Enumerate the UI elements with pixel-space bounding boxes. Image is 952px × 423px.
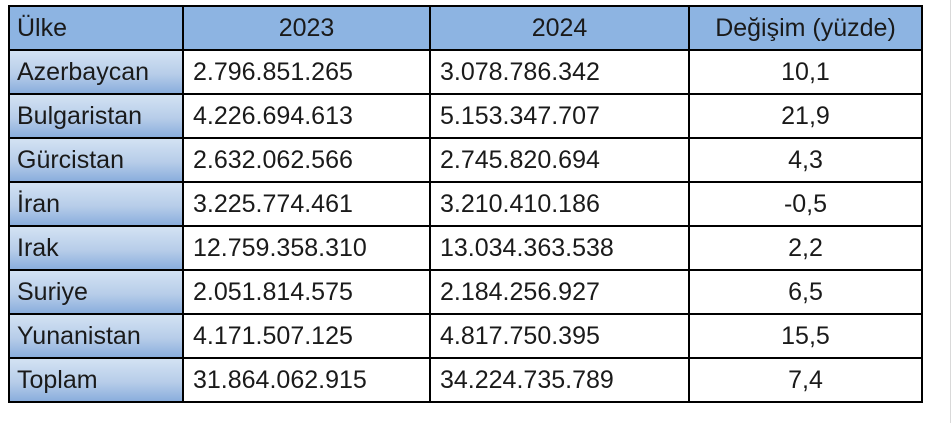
table-row: Azerbaycan 2.796.851.265 3.078.786.342 1… xyxy=(8,49,923,95)
table-row: Gürcistan 2.632.062.566 2.745.820.694 4,… xyxy=(8,137,923,183)
value-2023-cell: 2.796.851.265 xyxy=(182,49,431,95)
country-cell: Gürcistan xyxy=(8,137,184,183)
change-cell: 10,1 xyxy=(688,49,923,95)
country-cell: Yunanistan xyxy=(8,313,184,359)
change-cell: 6,5 xyxy=(688,269,923,315)
table-row: Yunanistan 4.171.507.125 4.817.750.395 1… xyxy=(8,313,923,359)
table-row: İran 3.225.774.461 3.210.410.186 -0,5 xyxy=(8,181,923,227)
value-2023-cell: 2.051.814.575 xyxy=(182,269,431,315)
change-cell: -0,5 xyxy=(688,181,923,227)
header-change: Değişim (yüzde) xyxy=(688,5,923,51)
change-cell: 21,9 xyxy=(688,93,923,139)
value-2023-cell: 3.225.774.461 xyxy=(182,181,431,227)
country-cell: Suriye xyxy=(8,269,184,315)
header-2024: 2024 xyxy=(429,5,690,51)
value-2024-cell: 3.210.410.186 xyxy=(429,181,690,227)
table-row: Suriye 2.051.814.575 2.184.256.927 6,5 xyxy=(8,269,923,315)
change-cell: 2,2 xyxy=(688,225,923,271)
value-2024-cell: 34.224.735.789 xyxy=(429,357,690,403)
value-2023-cell: 31.864.062.915 xyxy=(182,357,431,403)
table-row: Irak 12.759.358.310 13.034.363.538 2,2 xyxy=(8,225,923,271)
value-2024-cell: 4.817.750.395 xyxy=(429,313,690,359)
country-cell: İran xyxy=(8,181,184,227)
sheet-gridline xyxy=(950,0,951,423)
country-cell: Irak xyxy=(8,225,184,271)
value-2023-cell: 4.171.507.125 xyxy=(182,313,431,359)
table-row: Bulgaristan 4.226.694.613 5.153.347.707 … xyxy=(8,93,923,139)
change-cell: 7,4 xyxy=(688,357,923,403)
change-cell: 15,5 xyxy=(688,313,923,359)
value-2024-cell: 2.184.256.927 xyxy=(429,269,690,315)
country-cell: Toplam xyxy=(8,357,184,403)
value-2024-cell: 5.153.347.707 xyxy=(429,93,690,139)
value-2024-cell: 2.745.820.694 xyxy=(429,137,690,183)
value-2023-cell: 12.759.358.310 xyxy=(182,225,431,271)
country-comparison-table: Ülke 2023 2024 Değişim (yüzde) Azerbayca… xyxy=(8,5,923,403)
value-2024-cell: 13.034.363.538 xyxy=(429,225,690,271)
country-cell: Bulgaristan xyxy=(8,93,184,139)
header-country: Ülke xyxy=(8,5,184,51)
value-2023-cell: 4.226.694.613 xyxy=(182,93,431,139)
table-header-row: Ülke 2023 2024 Değişim (yüzde) xyxy=(8,5,923,51)
change-cell: 4,3 xyxy=(688,137,923,183)
value-2023-cell: 2.632.062.566 xyxy=(182,137,431,183)
header-2023: 2023 xyxy=(182,5,431,51)
country-cell: Azerbaycan xyxy=(8,49,184,95)
value-2024-cell: 3.078.786.342 xyxy=(429,49,690,95)
table-row: Toplam 31.864.062.915 34.224.735.789 7,4 xyxy=(8,357,923,403)
table-body: Azerbaycan 2.796.851.265 3.078.786.342 1… xyxy=(8,49,923,403)
